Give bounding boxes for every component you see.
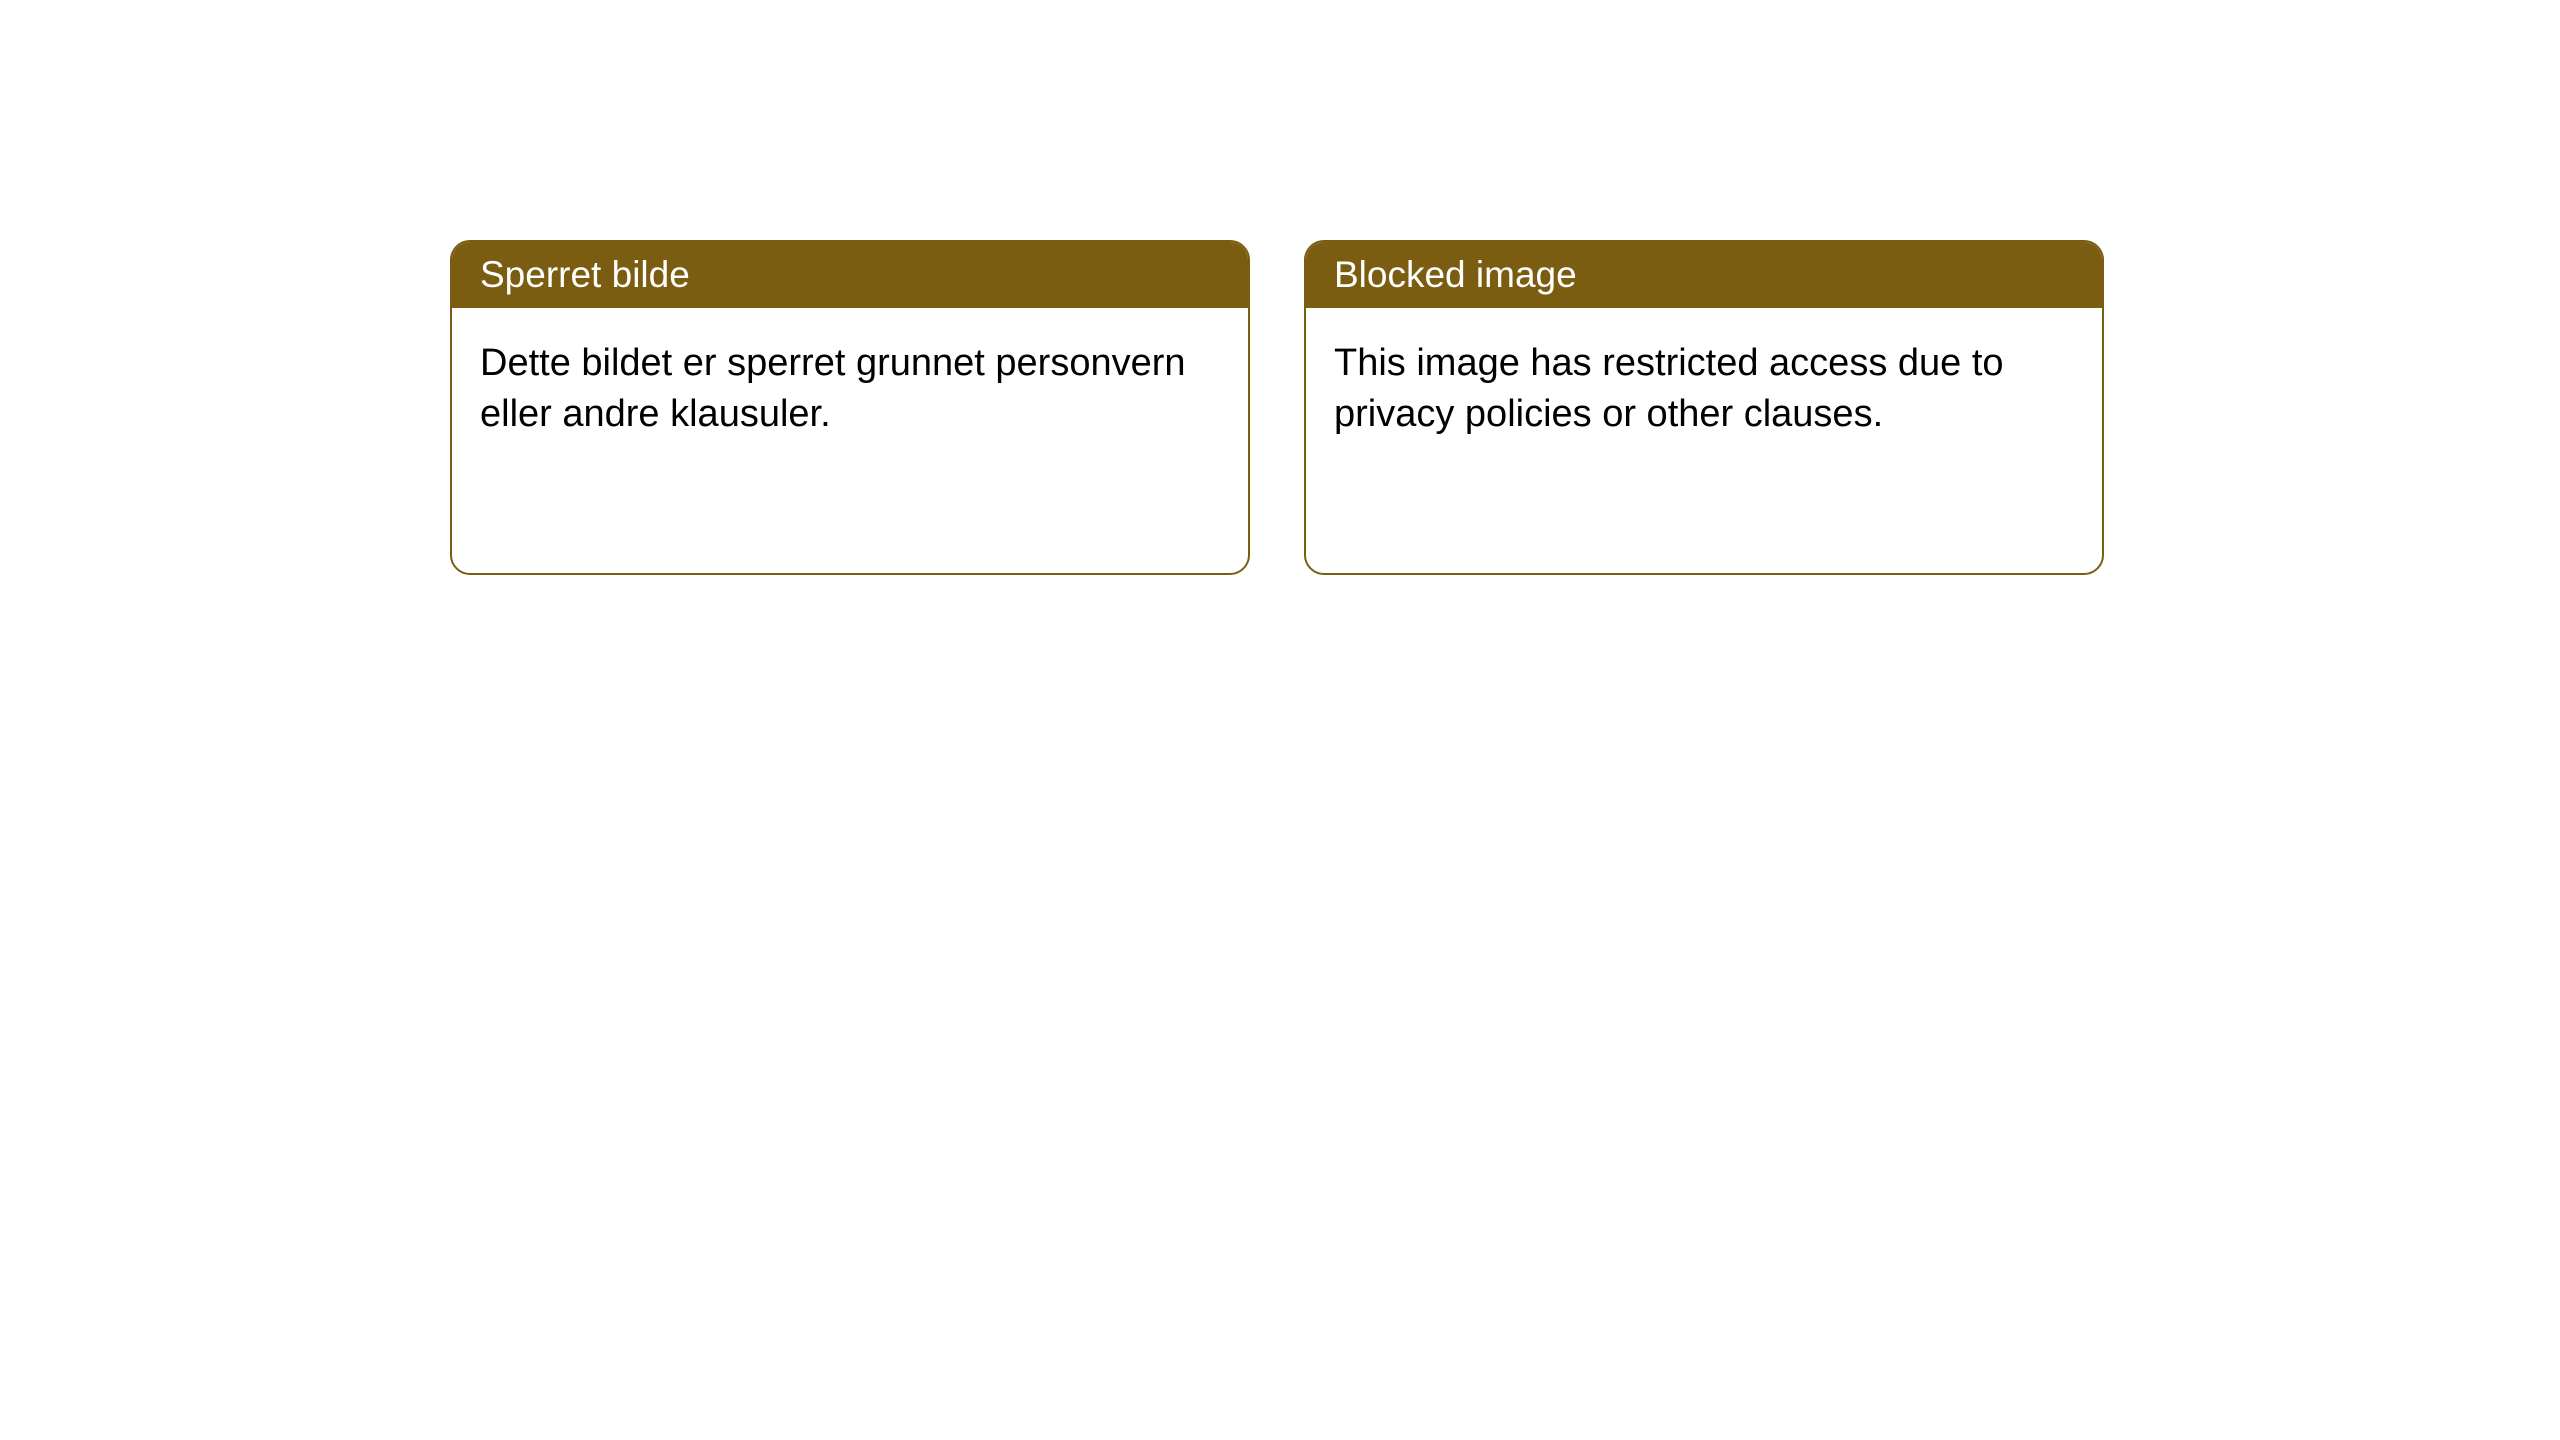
cards-container: Sperret bilde Dette bildet er sperret gr… bbox=[0, 0, 2560, 575]
card-body: This image has restricted access due to … bbox=[1306, 308, 2102, 471]
blocked-image-card-en: Blocked image This image has restricted … bbox=[1304, 240, 2104, 575]
card-header: Sperret bilde bbox=[452, 242, 1248, 308]
card-body: Dette bildet er sperret grunnet personve… bbox=[452, 308, 1248, 471]
card-header: Blocked image bbox=[1306, 242, 2102, 308]
blocked-image-card-no: Sperret bilde Dette bildet er sperret gr… bbox=[450, 240, 1250, 575]
